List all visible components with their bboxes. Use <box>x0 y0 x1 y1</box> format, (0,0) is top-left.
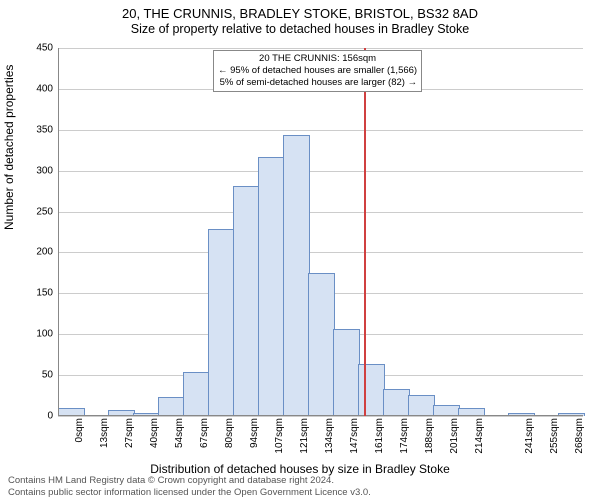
y-tick-label: 250 <box>25 206 53 217</box>
x-tick-label: 107sqm <box>274 418 285 458</box>
histogram-bar <box>208 229 235 416</box>
footer-attribution: Contains HM Land Registry data © Crown c… <box>8 475 371 498</box>
histogram-bar <box>258 157 285 416</box>
y-tick-label: 200 <box>25 247 53 258</box>
histogram-bar <box>283 135 310 416</box>
histogram-bar <box>233 186 260 416</box>
grid-line <box>58 252 583 253</box>
x-tick-label: 40sqm <box>149 418 160 458</box>
annotation-box: 20 THE CRUNNIS: 156sqm← 95% of detached … <box>213 50 422 92</box>
histogram-bar <box>183 372 210 416</box>
x-tick-label: 94sqm <box>249 418 260 458</box>
x-tick-label: 0sqm <box>74 418 85 458</box>
grid-line <box>58 171 583 172</box>
histogram-bar <box>308 273 335 416</box>
x-tick-label: 188sqm <box>424 418 435 458</box>
x-tick-label: 13sqm <box>99 418 110 458</box>
histogram-bar <box>383 389 410 416</box>
annotation-line: ← 95% of detached houses are smaller (1,… <box>218 65 417 77</box>
x-tick-label: 54sqm <box>174 418 185 458</box>
y-tick-label: 350 <box>25 124 53 135</box>
footer-line1: Contains HM Land Registry data © Crown c… <box>8 475 371 486</box>
histogram-bar <box>158 397 185 416</box>
chart-title: 20, THE CRUNNIS, BRADLEY STOKE, BRISTOL,… <box>0 0 600 21</box>
histogram-bar <box>408 395 435 416</box>
x-tick-label: 80sqm <box>224 418 235 458</box>
y-tick-label: 400 <box>25 83 53 94</box>
x-tick-label: 255sqm <box>549 418 560 458</box>
y-tick-label: 0 <box>25 411 53 422</box>
marker-line <box>364 48 366 416</box>
x-tick-label: 121sqm <box>299 418 310 458</box>
x-tick-label: 241sqm <box>524 418 535 458</box>
x-tick-label: 268sqm <box>574 418 585 458</box>
y-tick-label: 300 <box>25 165 53 176</box>
grid-line <box>58 416 583 417</box>
annotation-line: 20 THE CRUNNIS: 156sqm <box>218 53 417 65</box>
histogram-bar <box>358 364 385 416</box>
histogram-bar <box>333 329 360 416</box>
plot-area: 0501001502002503003504004500sqm13sqm27sq… <box>58 48 583 416</box>
x-tick-label: 161sqm <box>374 418 385 458</box>
x-tick-label: 201sqm <box>449 418 460 458</box>
y-axis-label: Number of detached properties <box>2 65 16 230</box>
y-tick-label: 100 <box>25 329 53 340</box>
x-tick-label: 147sqm <box>349 418 360 458</box>
annotation-line: 5% of semi-detached houses are larger (8… <box>218 77 417 89</box>
y-tick-label: 450 <box>25 43 53 54</box>
footer-line2: Contains public sector information licen… <box>8 487 371 498</box>
y-tick-label: 150 <box>25 288 53 299</box>
grid-line <box>58 48 583 49</box>
x-tick-label: 214sqm <box>474 418 485 458</box>
x-tick-label: 67sqm <box>199 418 210 458</box>
grid-line <box>58 130 583 131</box>
x-tick-label: 27sqm <box>124 418 135 458</box>
x-tick-label: 174sqm <box>399 418 410 458</box>
chart-subtitle: Size of property relative to detached ho… <box>0 21 600 36</box>
chart-container: 20, THE CRUNNIS, BRADLEY STOKE, BRISTOL,… <box>0 0 600 500</box>
x-tick-label: 134sqm <box>324 418 335 458</box>
y-tick-label: 50 <box>25 370 53 381</box>
grid-line <box>58 212 583 213</box>
x-axis-label: Distribution of detached houses by size … <box>0 462 600 476</box>
